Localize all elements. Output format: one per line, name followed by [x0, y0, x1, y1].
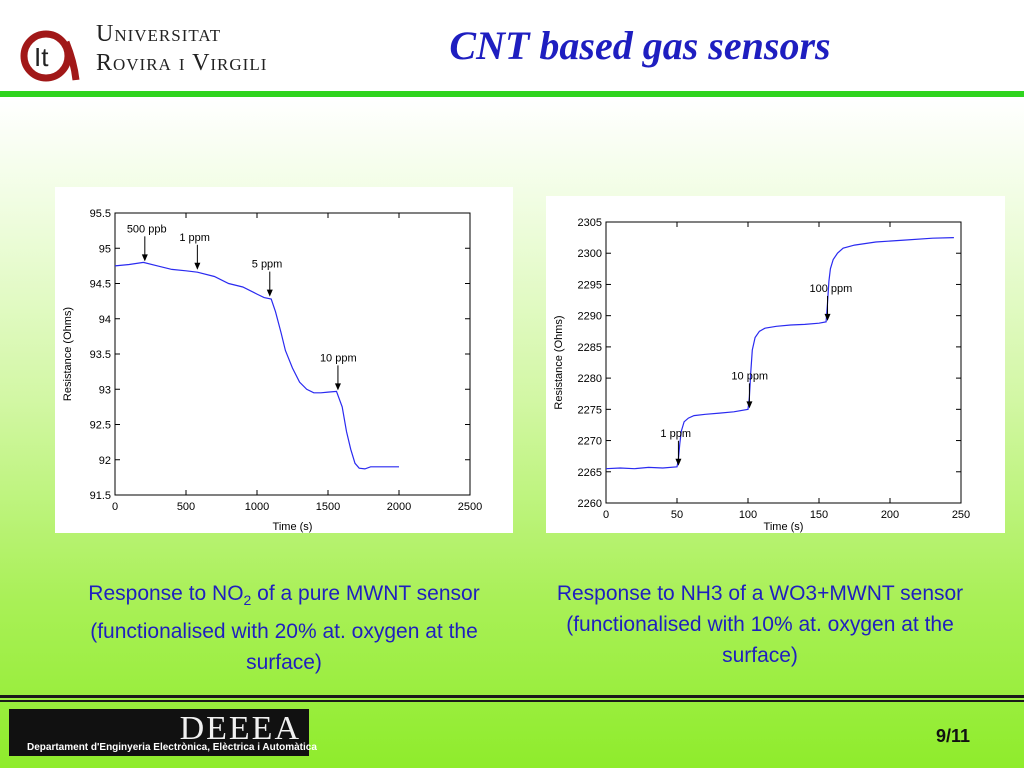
university-name-line2: Rovira i Virgili [96, 50, 268, 76]
university-name-line1: Universitat [96, 21, 222, 47]
university-logo-icon: It [20, 30, 80, 82]
department-logo-text: DEEEA [179, 710, 301, 747]
x-tick-label: 2500 [458, 501, 482, 513]
y-tick-label: 95.5 [90, 208, 111, 220]
annotation-label: 10 ppm [320, 352, 357, 364]
university-name: Universitat Rovira i Virgili [96, 20, 267, 78]
bottom-divider [0, 695, 1024, 698]
annotation-arrowhead [141, 254, 148, 262]
annotation-arrowhead [824, 313, 831, 321]
bottom-divider-thin [0, 700, 1024, 702]
y-axis-label: Resistance (Ohms) [62, 307, 74, 401]
y-tick-label: 2275 [578, 404, 602, 416]
x-tick-label: 500 [177, 501, 195, 513]
caption-left-sub: 2 [243, 592, 252, 609]
x-axis-label: Time (s) [764, 521, 804, 533]
y-tick-label: 95 [99, 243, 111, 255]
y-tick-label: 93 [99, 384, 111, 396]
annotation-arrowhead [746, 401, 753, 409]
series-line [114, 261, 399, 470]
y-tick-label: 2260 [578, 498, 602, 510]
header: It Universitat Rovira i Virgili CNT base… [0, 0, 1024, 92]
caption-right: Response to NH3 of a WO3+MWNT sensor (fu… [556, 582, 964, 667]
y-tick-label: 2285 [578, 342, 602, 354]
plot-frame [605, 221, 962, 504]
x-tick-label: 250 [952, 509, 970, 521]
y-tick-label: 2290 [578, 311, 602, 323]
annotation-label: 1 ppm [660, 428, 691, 440]
x-axis-label: Time (s) [273, 521, 313, 533]
caption-left: Response to NO2 of a pure MWNT sensor (f… [64, 578, 504, 678]
x-tick-label: 1500 [316, 501, 340, 513]
chart-no2-response: 0 500 1000 1500 2000 2500 91.5 92 92.5 93 93.5 94 94… [55, 187, 513, 533]
y-tick-label: 94.5 [90, 279, 111, 291]
y-tick-label: 94 [99, 314, 111, 326]
annotation-arrowhead [675, 458, 682, 466]
series-line [605, 237, 954, 470]
y-tick-label: 93.5 [90, 349, 111, 361]
y-tick-label: 2295 [578, 279, 602, 291]
y-tick-label: 92 [99, 455, 111, 467]
x-tick-label: 2000 [387, 501, 411, 513]
annotation-label: 5 ppm [252, 259, 283, 271]
annotation-arrowhead [194, 262, 201, 270]
annotation-arrowhead [266, 289, 273, 297]
y-tick-label: 91.5 [90, 490, 111, 502]
x-tick-label: 150 [810, 509, 828, 521]
annotation-label: 10 ppm [731, 370, 768, 382]
chart-svg: 0 50 100 150 200 250 2260 2265 2270 2275 2280 2285 2… [553, 217, 970, 533]
department-name: Departament d'Enginyeria Electrònica, El… [27, 742, 317, 753]
chart-nh3-response: 0 50 100 150 200 250 2260 2265 2270 2275 2280 2285 2… [546, 196, 1005, 533]
y-tick-label: 2305 [578, 217, 602, 229]
y-tick-label: 2280 [578, 373, 602, 385]
y-tick-label: 92.5 [90, 420, 111, 432]
annotation-arrowhead [334, 383, 341, 391]
y-tick-label: 2270 [578, 436, 602, 448]
annotation-label: 1 ppm [179, 232, 210, 244]
y-tick-label: 2300 [578, 248, 602, 260]
svg-text:It: It [34, 42, 49, 72]
department-logo: DEEEA Departament d'Enginyeria Electròni… [9, 709, 317, 756]
annotation-label: 100 ppm [810, 283, 853, 295]
x-tick-label: 0 [112, 501, 118, 513]
chart-svg: 0 500 1000 1500 2000 2500 91.5 92 92.5 93 93.5 94 94… [62, 208, 482, 533]
slide-title: CNT based gas sensors [449, 23, 831, 68]
x-tick-label: 0 [603, 509, 609, 521]
x-tick-label: 50 [671, 509, 683, 521]
y-axis-label: Resistance (Ohms) [553, 315, 565, 409]
page-number: 9/11 [935, 726, 970, 746]
y-tick-label: 2265 [578, 467, 602, 479]
top-divider [0, 91, 1024, 97]
x-tick-label: 100 [739, 509, 757, 521]
plot-frame [114, 212, 471, 496]
x-tick-label: 200 [881, 509, 899, 521]
x-tick-label: 1000 [245, 501, 269, 513]
caption-left-pre: Response to NO [88, 582, 244, 605]
caption-left-post: of a pure MWNT sensor (functionalised wi… [90, 582, 480, 675]
annotation-label: 500 ppb [127, 223, 167, 235]
